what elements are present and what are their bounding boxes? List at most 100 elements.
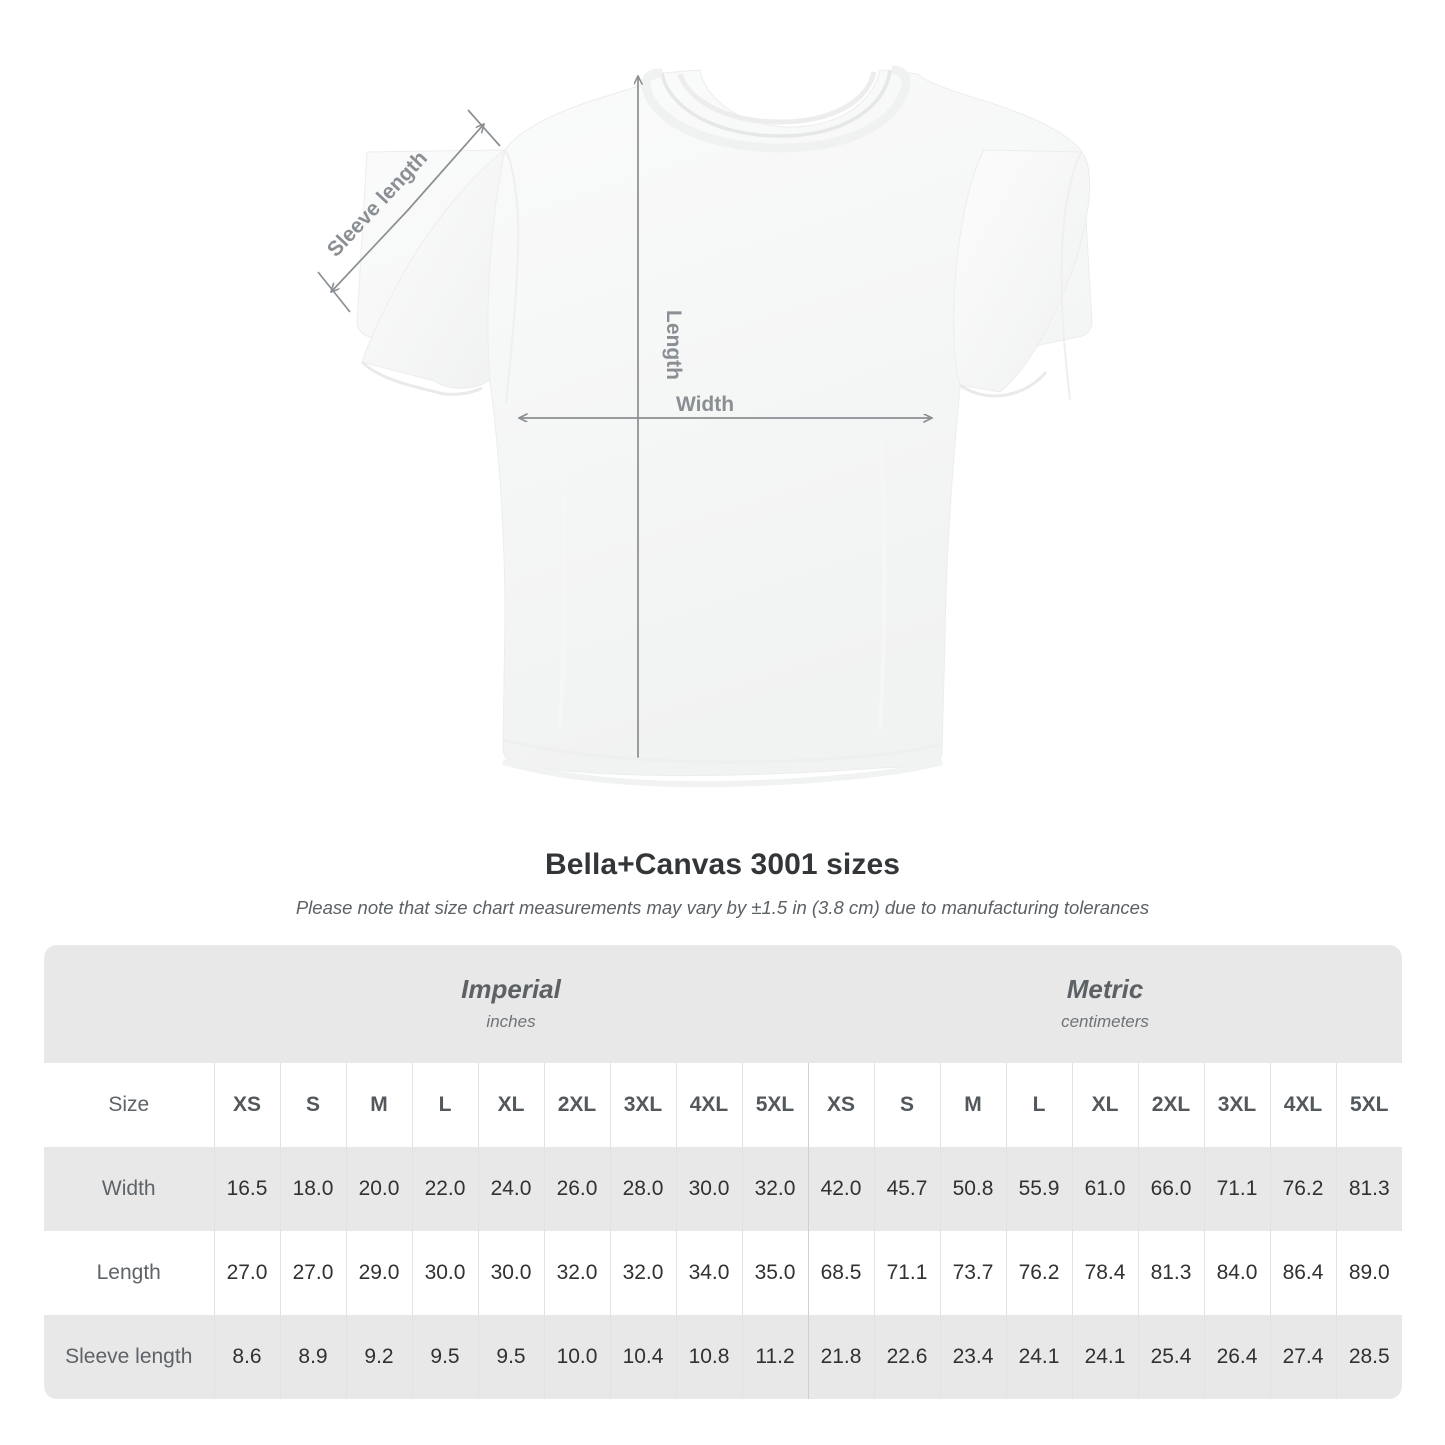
page-title: Bella+Canvas 3001 sizes (544, 848, 901, 881)
width-label: Width (676, 393, 734, 416)
unit-header-spacer (44, 945, 214, 1063)
cell-sleeve-length-5XL-cm: 28.5 (1335, 1315, 1402, 1399)
cell-sleeve-length-4XL-cm: 27.4 (1269, 1315, 1336, 1399)
cell-sleeve-length-3XL-in: 10.4 (609, 1315, 676, 1399)
cell-sleeve-length-3XL-cm: 26.4 (1203, 1315, 1270, 1399)
cell-length-XS-cm: 68.5 (807, 1231, 874, 1315)
cell-sleeve-length-4XL-in: 10.8 (675, 1315, 742, 1399)
unit-sub-imperial: inches (486, 1012, 536, 1032)
cell-sleeve-length-L-in: 9.5 (411, 1315, 478, 1399)
collar-band (641, 65, 911, 153)
left-sleeve-cuff (360, 360, 483, 396)
cell-width-S-in: 18.0 (279, 1147, 346, 1231)
sleeve-length-tick-end (467, 109, 501, 147)
cell-width-3XL-cm: 71.1 (1203, 1147, 1270, 1231)
bottom-hem-shadow (502, 759, 943, 788)
cell-sleeve-length-2XL-cm: 25.4 (1137, 1315, 1204, 1399)
cell-length-3XL-in: 32.0 (609, 1231, 676, 1315)
cell-width-3XL-in: 28.0 (609, 1147, 676, 1231)
column-header-4xl-imperial: 4XL (675, 1063, 742, 1147)
row-label-length: Length (44, 1231, 214, 1315)
table-body: Width 16.5 18.0 20.0 22.0 24.0 26.0 28.0 30.0 32.… (44, 1147, 1402, 1399)
sleeve-length-arrow-up (407, 123, 485, 211)
cell-length-L-cm: 76.2 (1005, 1231, 1072, 1315)
column-header-m-metric: M (939, 1063, 1006, 1147)
cell-width-5XL-cm: 81.3 (1335, 1147, 1402, 1231)
column-header-l-metric: L (1005, 1063, 1072, 1147)
cell-length-M-cm: 73.7 (939, 1231, 1006, 1315)
neckline-outer (660, 69, 892, 138)
column-header-4xl-metric: 4XL (1269, 1063, 1336, 1147)
cell-length-XS-in: 27.0 (213, 1231, 280, 1315)
left-sleeve (361, 148, 506, 389)
right-sleeve (953, 149, 1091, 393)
cell-width-5XL-in: 32.0 (741, 1147, 808, 1231)
cell-sleeve-length-XS-in: 8.6 (213, 1315, 280, 1399)
tshirt-illustration (356, 65, 1093, 788)
cell-length-3XL-cm: 84.0 (1203, 1231, 1270, 1315)
column-header-2xl-imperial: 2XL (543, 1063, 610, 1147)
cell-length-XL-in: 30.0 (477, 1231, 544, 1315)
cell-width-XL-cm: 61.0 (1071, 1147, 1138, 1231)
cell-length-5XL-in: 35.0 (741, 1231, 808, 1315)
cell-length-L-in: 30.0 (411, 1231, 478, 1315)
column-header-m-imperial: M (345, 1063, 412, 1147)
right-sleeve-cuff (959, 371, 1048, 398)
length-label: Length (662, 310, 685, 380)
cell-length-5XL-cm: 89.0 (1335, 1231, 1402, 1315)
column-header-xl-metric: XL (1071, 1063, 1138, 1147)
column-header-l-imperial: L (411, 1063, 478, 1147)
cell-width-M-in: 20.0 (345, 1147, 412, 1231)
left-shoulder-seam (504, 149, 520, 405)
cell-sleeve-length-L-cm: 24.1 (1005, 1315, 1072, 1399)
unit-sub-metric: centimeters (1061, 1012, 1149, 1032)
unit-system-header: Imperial inches Metric centimeters (44, 945, 1402, 1063)
column-header-5xl-metric: 5XL (1335, 1063, 1402, 1147)
column-header-s-imperial: S (279, 1063, 346, 1147)
unit-name-metric: Metric (1066, 973, 1144, 1004)
page-subtitle: Please note that size chart measurements… (295, 897, 1150, 918)
sleeve-length-tick-start (317, 271, 351, 313)
measurements-grid: Size XS S M L XL 2XL 3XL 4XL 5XL XS S M L XL 2XL 3XL 4XL… (44, 1063, 1402, 1399)
cell-sleeve-length-XL-cm: 24.1 (1071, 1315, 1138, 1399)
cell-length-S-in: 27.0 (279, 1231, 346, 1315)
cell-width-M-cm: 50.8 (939, 1147, 1006, 1231)
measurement-annotations (317, 75, 933, 758)
table-row: Length 27.0 27.0 29.0 30.0 30.0 32.0 32.0 34.0 35… (44, 1231, 1402, 1315)
cell-sleeve-length-2XL-in: 10.0 (543, 1315, 610, 1399)
cell-length-XL-cm: 78.4 (1071, 1231, 1138, 1315)
sleeve-length-arrow-down (330, 209, 409, 293)
cell-width-4XL-in: 30.0 (675, 1147, 742, 1231)
table-row: Sleeve length 8.6 8.9 9.2 9.5 9.5 10.0 10.4 10.8… (44, 1315, 1402, 1399)
tshirt-body (356, 69, 1093, 777)
cell-width-XS-cm: 42.0 (807, 1147, 874, 1231)
table-header-row: Size XS S M L XL 2XL 3XL 4XL 5XL XS S M L XL 2XL 3XL 4XL… (44, 1063, 1402, 1147)
fabric-fold (558, 429, 567, 731)
cell-length-2XL-cm: 81.3 (1137, 1231, 1204, 1315)
cell-width-XS-in: 16.5 (213, 1147, 280, 1231)
right-shoulder-seam (1060, 151, 1083, 401)
cell-width-XL-in: 24.0 (477, 1147, 544, 1231)
fabric-fold (878, 429, 887, 731)
unit-name-imperial: Imperial (461, 973, 561, 1004)
tshirt-measurement-diagram: Length Width Sleeve length (317, 65, 1093, 788)
neckline-inner (677, 71, 877, 125)
cell-sleeve-length-XL-in: 9.5 (477, 1315, 544, 1399)
cell-length-2XL-in: 32.0 (543, 1231, 610, 1315)
cell-sleeve-length-M-cm: 23.4 (939, 1315, 1006, 1399)
cell-length-4XL-in: 34.0 (675, 1231, 742, 1315)
column-header-s-metric: S (873, 1063, 940, 1147)
cell-width-4XL-cm: 76.2 (1269, 1147, 1336, 1231)
bottom-hem (502, 738, 943, 764)
unit-block-metric: Metric centimeters (808, 945, 1402, 1063)
column-header-xs-imperial: XS (213, 1063, 280, 1147)
column-header-2xl-metric: 2XL (1137, 1063, 1204, 1147)
table-row: Width 16.5 18.0 20.0 22.0 24.0 26.0 28.0 30.0 32.… (44, 1147, 1402, 1231)
cell-sleeve-length-S-cm: 22.6 (873, 1315, 940, 1399)
cell-sleeve-length-5XL-in: 11.2 (741, 1315, 808, 1399)
cell-width-L-in: 22.0 (411, 1147, 478, 1231)
row-label-width: Width (44, 1147, 214, 1231)
cell-length-4XL-cm: 86.4 (1269, 1231, 1336, 1315)
column-header-size: Size (44, 1063, 214, 1147)
